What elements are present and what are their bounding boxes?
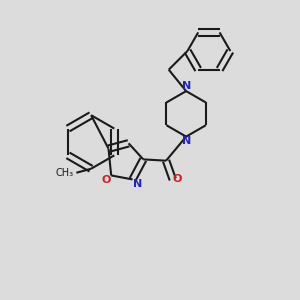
Text: CH₃: CH₃ [55, 168, 73, 178]
Text: N: N [133, 179, 142, 189]
Text: O: O [102, 175, 111, 185]
Text: O: O [173, 174, 182, 184]
Text: N: N [182, 81, 191, 91]
Text: N: N [182, 136, 191, 146]
